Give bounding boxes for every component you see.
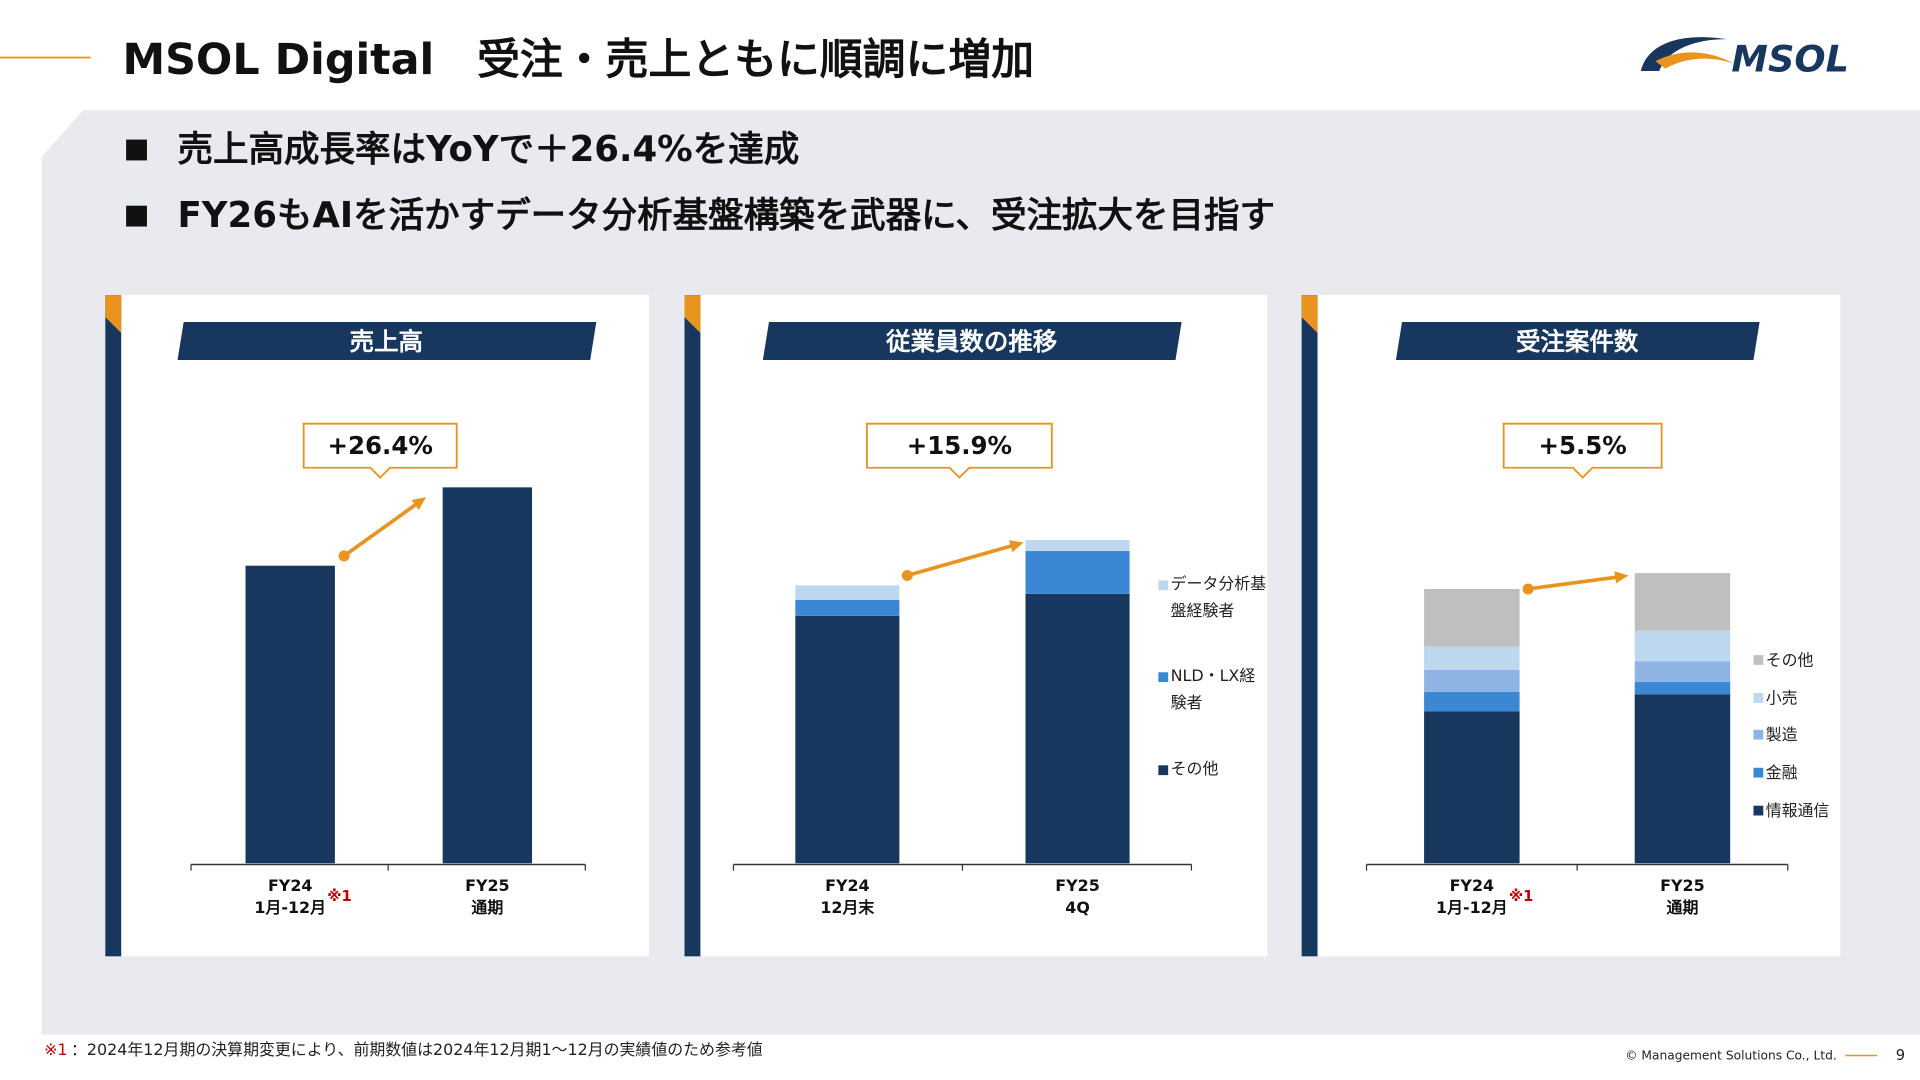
annotation: +15.9% <box>907 431 1012 460</box>
logo: MSOL <box>1640 37 1849 80</box>
x-tick-sublabel: 12月末 <box>820 898 874 917</box>
panel-stripe <box>684 295 701 957</box>
legend-label: 情報通信 <box>1766 801 1830 820</box>
panel-header <box>177 322 597 360</box>
x-tick-sublabel: 通期 <box>471 898 503 917</box>
legend-label: 金融 <box>1766 763 1798 782</box>
panel-bg <box>684 295 1268 957</box>
legend-swatch <box>1158 672 1169 683</box>
x-tick-note: ※1 <box>327 888 352 905</box>
annotation-box <box>302 422 458 479</box>
bar-segment <box>795 615 900 864</box>
legend-swatch <box>1158 765 1169 776</box>
legend-swatch <box>1753 655 1764 665</box>
charts: 売上高+26.4%FY241月-12月※1FY25通期従業員数の推移+15.9%… <box>105 295 1841 957</box>
bullet: 売上高成長率はYoYで＋26.4%を達成 <box>178 129 800 170</box>
page-number: 9 <box>1896 1047 1905 1064</box>
panel-bg <box>1301 295 1841 957</box>
arrow-head <box>411 497 427 510</box>
panel-stripe <box>105 295 122 957</box>
bar-segment <box>1634 630 1731 662</box>
footnote-mark: ※1 <box>44 1040 67 1059</box>
legend-label-box: NLD・LX経験者 <box>1170 667 1256 713</box>
chart-panel: 受注案件数 +5.5% FY24 1月-12月※1 FY25 通期 情報通信 金融 製造 小売 その… <box>1301 295 1841 957</box>
bar-segment <box>1424 711 1520 864</box>
legend-label: データ分析基盤経験者 <box>1170 575 1267 621</box>
x-tick-sublabel: 1月-12月 <box>1436 898 1508 917</box>
panel-header <box>1395 322 1760 360</box>
bar <box>245 565 335 864</box>
footnote: ：2024年12月期の決算期変更により、前期数値は2024年12月期1～12月の… <box>71 1040 763 1059</box>
bullet-square <box>126 139 147 161</box>
arrow-head <box>1614 571 1629 584</box>
bar-segment <box>1025 593 1130 864</box>
bar-segment <box>1634 694 1731 864</box>
legend-swatch <box>1158 580 1169 591</box>
bar-segment <box>1424 669 1520 692</box>
legend-swatch <box>1753 693 1764 703</box>
growth-arrow <box>906 543 1016 578</box>
bar-segment <box>1634 661 1731 683</box>
legend-swatch <box>1753 805 1764 816</box>
bar-segment <box>795 600 900 616</box>
x-tick-note: ※1 <box>1509 888 1534 905</box>
chart-panel: 売上高 +26.4% FY24 1月-12月※1 FY25 通期 <box>105 295 649 957</box>
legend-swatch <box>1753 729 1764 740</box>
x-tick-sublabel: 通期 <box>1667 898 1699 917</box>
x-tick-label: FY24 <box>1450 876 1495 895</box>
legend-label: その他 <box>1766 650 1814 669</box>
logo-swoosh <box>1655 52 1734 69</box>
legend-swatch <box>1753 767 1764 778</box>
bar-segment <box>1634 573 1731 631</box>
bar-segment <box>1424 691 1520 712</box>
panel-corner <box>684 295 701 334</box>
bar-segment <box>1424 646 1520 670</box>
panel-title: 売上高 <box>350 327 423 356</box>
annotation: +26.4% <box>328 431 433 460</box>
growth-arrow <box>1527 574 1620 591</box>
arrow-dot <box>1522 583 1534 595</box>
x-tick-label: FY24 <box>825 876 870 895</box>
slide-title: MSOL Digital 受注・売上ともに順調に増加 <box>122 35 1034 85</box>
annotation-box <box>1502 422 1663 479</box>
legend-label: その他 <box>1170 760 1219 779</box>
growth-arrow <box>343 501 420 558</box>
x-tick-sublabel: 4Q <box>1065 898 1090 917</box>
panel-header <box>762 322 1182 360</box>
legend-label: NLD・LX経験者 <box>1170 667 1256 713</box>
bullet-square <box>126 205 147 227</box>
bar <box>442 487 533 864</box>
x-tick-label: FY24 <box>268 876 313 895</box>
panel-bg <box>105 295 649 957</box>
panel-corner <box>1301 295 1318 334</box>
legend-label: 小売 <box>1766 688 1798 707</box>
x-tick-label: FY25 <box>1055 876 1100 895</box>
copyright: © Management Solutions Co., Ltd. <box>1625 1049 1836 1063</box>
x-tick-sublabel: 1月-12月 <box>254 898 326 917</box>
bar-segment <box>1025 540 1130 552</box>
legend-label: 製造 <box>1766 725 1798 744</box>
bar-segment <box>795 585 900 600</box>
panel-stripe <box>1301 295 1318 957</box>
chart-panel: 従業員数の推移 +15.9% FY24 12月末 FY25 4Q その他 NLD・LX経験者デ… <box>684 295 1268 957</box>
bar-segment <box>1025 551 1130 594</box>
arrow-head <box>1009 540 1024 553</box>
x-tick-label: FY25 <box>465 876 510 895</box>
bullet: FY26もAIを活かすデータ分析基盤構築を武器に、受注拡大を目指す <box>178 195 1275 236</box>
logo-text: MSOL <box>1731 37 1849 80</box>
panel-corner <box>105 295 122 334</box>
x-tick-label: FY25 <box>1660 876 1705 895</box>
panel-title: 受注案件数 <box>1516 327 1639 356</box>
annotation: +5.5% <box>1538 431 1626 460</box>
bar-segment <box>1634 682 1731 695</box>
legend-label-box: その他 <box>1170 760 1219 779</box>
panel-title: 従業員数の推移 <box>885 327 1057 356</box>
bar-segment <box>1424 588 1520 647</box>
annotation-box <box>866 422 1053 479</box>
legend-label-box: データ分析基盤経験者 <box>1170 575 1267 621</box>
